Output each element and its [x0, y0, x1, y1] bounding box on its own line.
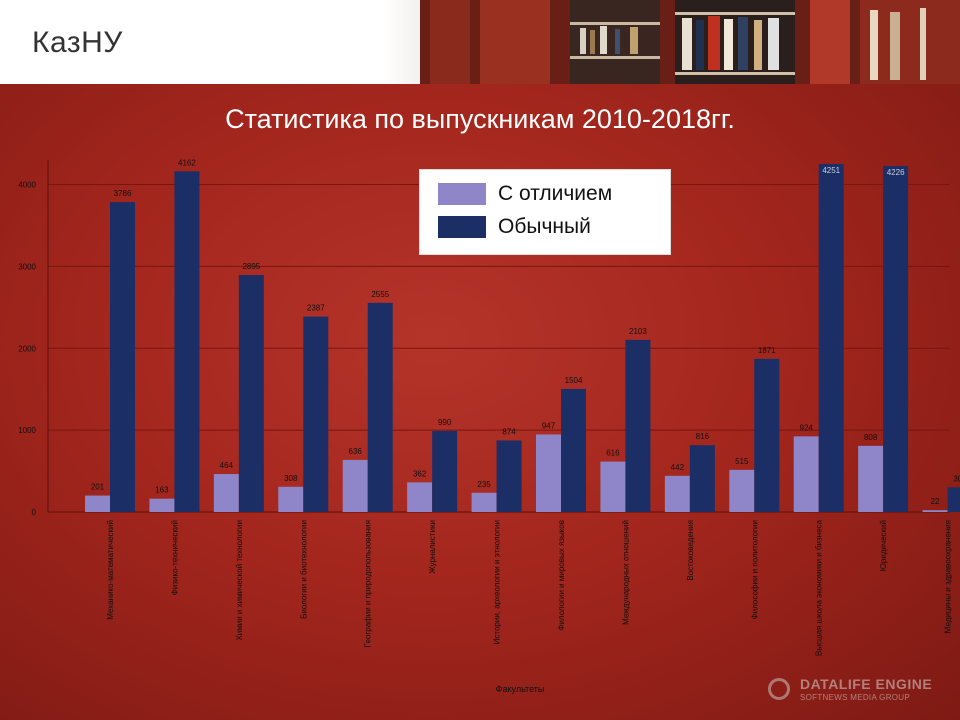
data-label: 464: [220, 461, 234, 470]
watermark-logo-icon: [768, 678, 790, 700]
data-label: 201: [91, 483, 105, 492]
data-label: 4226: [887, 168, 905, 177]
data-label: 874: [502, 427, 516, 436]
bar-regular: [432, 430, 458, 512]
x-axis-title: Факультеты: [495, 684, 545, 694]
bar-honors: [729, 469, 755, 512]
y-tick-label: 1000: [18, 426, 36, 435]
bar-honors: [858, 445, 884, 512]
data-label: 3786: [114, 189, 132, 198]
bar-regular: [689, 445, 715, 512]
data-label: 990: [438, 418, 452, 427]
y-tick-label: 4000: [18, 181, 36, 190]
bookshelf-image: [420, 0, 960, 84]
bar-honors: [793, 436, 819, 512]
chart-legend: С отличием Обычный: [419, 169, 671, 255]
legend-item-regular: Обычный: [438, 215, 591, 239]
data-label: 235: [477, 480, 491, 489]
y-tick-label: 0: [32, 508, 37, 517]
x-tick-label: Химии и химической технологии: [235, 520, 244, 641]
bar-regular: [238, 275, 264, 512]
bar-regular: [110, 202, 135, 512]
bar-regular: [367, 302, 393, 512]
data-label: 515: [735, 457, 749, 466]
y-tick-label: 2000: [18, 344, 36, 353]
x-tick-label: Журналистики: [428, 520, 437, 574]
watermark: DATALIFE ENGINE SOFTNEWS MEDIA GROUP: [768, 676, 948, 706]
bar-regular: [303, 316, 329, 512]
bar-honors: [278, 486, 304, 512]
x-tick-label: Высшая школа экономики и бизнеса: [815, 519, 824, 656]
bar-honors: [922, 510, 948, 512]
data-label: 816: [696, 432, 710, 441]
bar-regular: [174, 171, 200, 512]
x-tick-label: Истории, археологии и этнологии: [493, 520, 502, 644]
bar-regular: [947, 487, 960, 512]
bar-honors: [600, 461, 626, 512]
bar-regular: [496, 440, 522, 512]
x-tick-label: Филологии и мировых языков: [557, 520, 566, 631]
data-label: 808: [864, 433, 878, 442]
legend-swatch-regular: [438, 216, 486, 238]
bar-honors: [342, 459, 368, 512]
x-tick-label: Международных отношений: [621, 520, 630, 625]
x-tick-label: Востоковедения: [686, 520, 695, 581]
data-label: 4251: [822, 166, 840, 175]
bar-honors: [213, 474, 239, 512]
x-tick-label: Биологии и биотехнологии: [299, 520, 308, 619]
watermark-logo-subtext: SOFTNEWS MEDIA GROUP: [800, 693, 911, 702]
x-tick-label: Медицины и здравоохранения: [944, 520, 953, 633]
data-label: 636: [349, 447, 363, 456]
data-label: 1871: [758, 346, 776, 355]
data-label: 2895: [242, 262, 260, 271]
x-tick-label: Механико-математический: [106, 520, 115, 620]
x-tick-label: Физико-технический: [170, 520, 179, 595]
slide-title: Статистика по выпускникам 2010-2018гг.: [225, 104, 735, 134]
data-label: 22: [931, 497, 940, 506]
bar-honors: [407, 482, 433, 512]
x-tick-label: Географии и природопользования: [364, 520, 373, 647]
legend-label-regular: Обычный: [498, 215, 591, 238]
x-tick-label: Юридический: [879, 520, 888, 571]
data-label: 301: [953, 474, 960, 483]
data-label: 1504: [565, 376, 583, 385]
header-banner: КазНУ: [0, 0, 960, 84]
data-label: 362: [413, 469, 427, 478]
legend-label-honors: С отличием: [498, 182, 613, 205]
data-label: 924: [800, 423, 814, 432]
bar-regular: [818, 164, 844, 512]
data-label: 2555: [371, 290, 389, 299]
x-tick-label: Философии и политологии: [750, 520, 759, 619]
data-label: 163: [155, 486, 169, 495]
bar-regular: [561, 388, 586, 512]
data-label: 616: [606, 449, 620, 458]
bar-honors: [471, 492, 497, 512]
y-tick-label: 3000: [18, 262, 36, 271]
bar-honors: [85, 495, 110, 512]
data-label: 442: [671, 463, 685, 472]
legend-swatch-honors: [438, 183, 486, 205]
bar-honors: [149, 498, 175, 512]
data-label: 308: [284, 474, 298, 483]
data-label: 4162: [178, 158, 196, 167]
data-label: 947: [542, 421, 556, 430]
bar-regular: [625, 339, 651, 512]
bar-honors: [664, 475, 690, 512]
bar-honors: [536, 434, 561, 512]
logo-text: КазНУ: [32, 26, 123, 59]
bar-regular: [754, 358, 780, 512]
data-label: 2387: [307, 304, 325, 313]
bar-regular: [883, 166, 909, 512]
data-label: 2103: [629, 327, 647, 336]
legend-item-honors: С отличием: [438, 182, 612, 206]
watermark-logo-text: DATALIFE ENGINE: [800, 676, 933, 692]
